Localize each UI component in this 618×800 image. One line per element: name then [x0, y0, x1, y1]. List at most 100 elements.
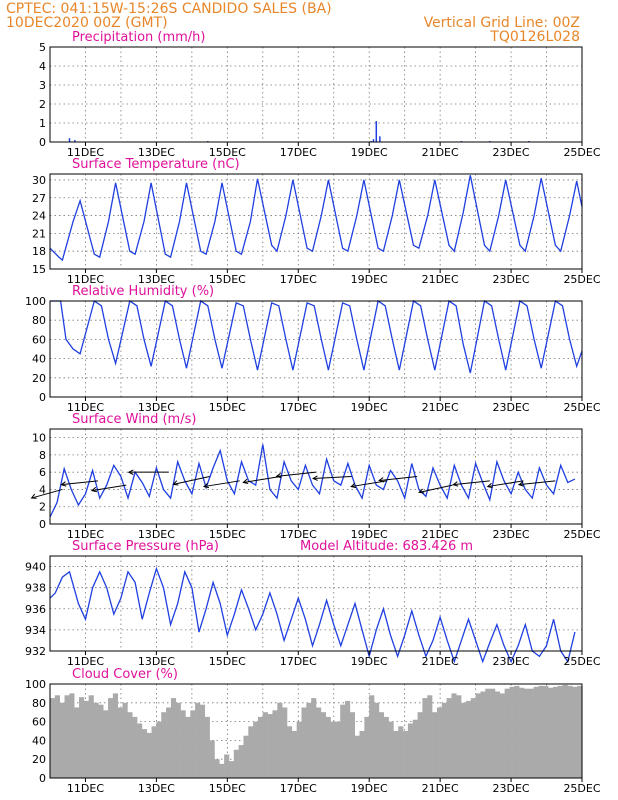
y-tick-label: 0 — [39, 391, 46, 404]
cloud-bar — [364, 716, 370, 778]
cloud-bar — [103, 710, 109, 778]
y-tick-label: 100 — [25, 295, 46, 308]
cloud-bar — [465, 700, 472, 778]
cloud-bar — [562, 684, 568, 778]
panel-2: 15 18 21 24 27 30 11DEC 13DEC 15DEC 17DEC 19DEC 21D… — [32, 157, 601, 286]
y-tick-label: 60 — [32, 333, 46, 346]
cloud-bar — [112, 693, 119, 778]
cloud-bar — [224, 754, 230, 778]
x-tick-label: 21DEC — [422, 528, 459, 541]
x-tick-label: 25DEC — [563, 528, 600, 541]
wind-vector — [518, 480, 556, 486]
x-tick-label: 23DEC — [493, 273, 530, 286]
header-model-id: TQ0126L028 — [489, 29, 580, 45]
cloud-bar — [79, 697, 85, 778]
x-tick-label: 21DEC — [422, 782, 459, 795]
y-tick-label: 0 — [39, 518, 46, 531]
wind-vector-head — [350, 482, 357, 489]
series-line — [49, 566, 576, 664]
cloud-bar — [451, 693, 457, 778]
cloud-bar — [282, 707, 288, 778]
cloud-bar — [504, 688, 510, 778]
cloud-bar — [398, 726, 404, 778]
cloud-bar — [403, 731, 409, 778]
cloud-bar — [485, 688, 491, 778]
cloud-bar — [548, 687, 554, 778]
x-tick-label: 19DEC — [351, 401, 388, 414]
panel-6: 0 20 40 60 80 100 11DEC 13DEC 15DEC 17DEC 19DEC 21D… — [25, 667, 601, 795]
cloud-bar — [432, 712, 438, 778]
cloud-bar — [441, 702, 447, 778]
cloud-bar — [349, 712, 355, 778]
cloud-bar — [170, 698, 177, 778]
series-line — [50, 299, 583, 374]
x-tick-label: 25DEC — [563, 782, 600, 795]
panel-4: 0 2 4 6 8 10 11DEC 13DEC 15DEC 17DEC 19DEC 21DEC 23D… — [30, 412, 601, 541]
cloud-bar — [412, 719, 418, 778]
cloud-bar — [132, 716, 138, 778]
x-tick-label: 21DEC — [422, 401, 459, 414]
x-tick-label: 23DEC — [493, 655, 530, 668]
y-tick-label: 27 — [32, 192, 46, 205]
wind-vector-head — [275, 472, 282, 479]
cloud-bar — [533, 686, 539, 778]
x-tick-label: 17DEC — [280, 528, 317, 541]
panel-frame — [49, 173, 583, 270]
x-tick-label: 15DEC — [209, 273, 246, 286]
x-tick-label: 23DEC — [493, 146, 530, 159]
x-tick-label: 13DEC — [138, 655, 175, 668]
x-tick-label: 23DEC — [493, 528, 530, 541]
x-tick-label: 15DEC — [209, 528, 246, 541]
x-tick-label: 23DEC — [493, 401, 530, 414]
cloud-bar — [190, 710, 196, 778]
cloud-bar — [509, 686, 515, 778]
panel-1: 0 1 2 3 4 5 11DEC 13DEC 15DEC 17DEC 19DEC 21DEC 23DE… — [39, 30, 601, 159]
cloud-bar — [248, 726, 254, 778]
cloud-bar — [494, 691, 501, 778]
y-tick-label: 1 — [39, 117, 46, 130]
cloud-bar — [262, 712, 268, 778]
cloud-bar — [523, 688, 530, 778]
y-tick-label: 5 — [39, 41, 46, 54]
cloud-bar — [219, 763, 225, 778]
cloud-bar — [552, 686, 559, 778]
cloud-bar — [407, 723, 414, 778]
header-run-time: 10DEC2020 00Z (GMT) — [6, 15, 168, 31]
cloud-bar — [475, 693, 481, 778]
cloud-bar — [233, 749, 239, 778]
cloud-bar — [93, 702, 99, 778]
cloud-bar — [383, 716, 389, 778]
wind-vector — [487, 480, 524, 488]
panel-title: Surface Temperature (nC) — [72, 157, 240, 172]
cloud-bar — [257, 716, 264, 778]
cloud-bar — [286, 726, 293, 778]
wind-vector — [419, 484, 453, 493]
wind-vector-head — [202, 482, 209, 489]
cloud-bar — [199, 704, 206, 778]
y-tick-label: 934 — [25, 624, 46, 637]
cloud-bar — [417, 712, 423, 778]
cloud-bar — [306, 702, 312, 778]
cloud-bar — [83, 700, 89, 778]
y-tick-label: 2 — [39, 501, 46, 514]
y-tick-label: 938 — [25, 582, 46, 595]
cloud-bar — [146, 732, 152, 778]
y-tick-label: 6 — [39, 466, 46, 479]
cloud-bar — [108, 698, 114, 778]
y-tick-label: 80 — [32, 314, 46, 327]
cloud-bar — [74, 707, 80, 778]
x-tick-label: 19DEC — [351, 782, 388, 795]
cloud-bar — [543, 685, 549, 778]
y-tick-label: 940 — [25, 561, 46, 574]
y-tick-label: 3 — [39, 79, 46, 92]
cloud-bar — [427, 695, 433, 778]
x-tick-label: 13DEC — [138, 528, 175, 541]
panels: 0 1 2 3 4 5 11DEC 13DEC 15DEC 17DEC 19DEC 21DEC 23DE… — [25, 30, 601, 795]
cloud-bar — [378, 712, 385, 778]
wind-vector — [203, 480, 240, 488]
cloud-bar — [422, 698, 428, 778]
y-tick-label: 20 — [32, 753, 46, 766]
x-tick-label: 25DEC — [563, 273, 600, 286]
cloud-bar — [461, 702, 467, 778]
